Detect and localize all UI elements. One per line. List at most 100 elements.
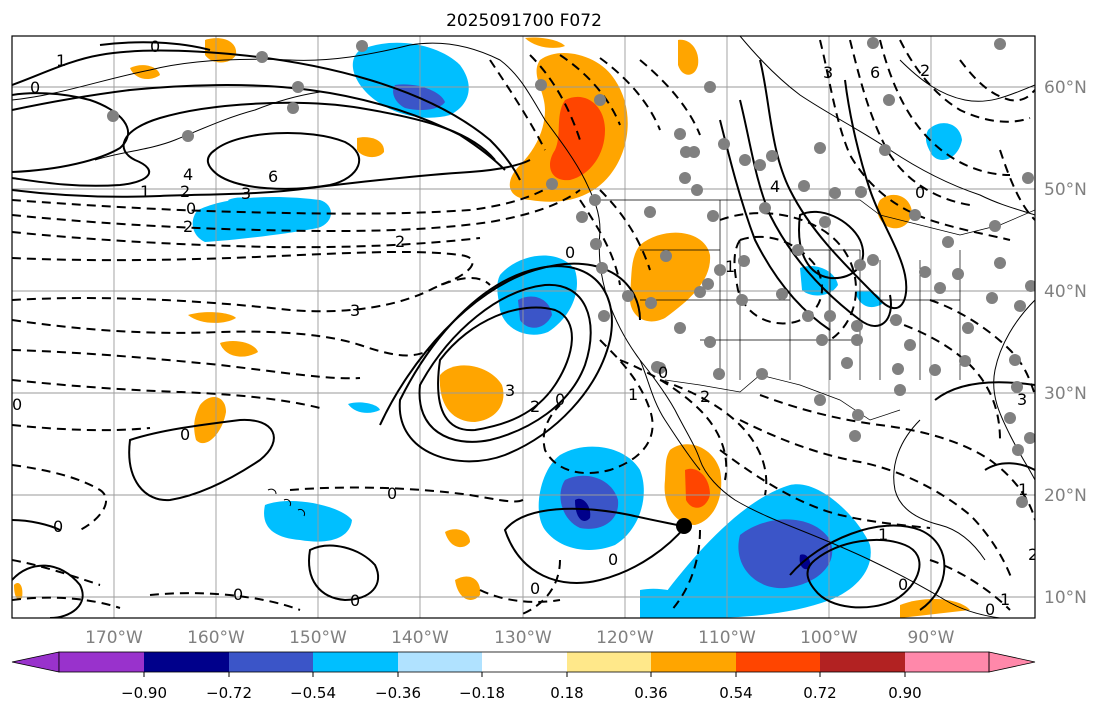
lon-label: 170°W	[85, 628, 143, 648]
contour-low-loop4	[379, 262, 641, 426]
colorbar-extend-low	[11, 651, 60, 673]
anomaly-orange-edge	[14, 582, 23, 600]
lat-label: 60°N	[1044, 78, 1087, 98]
colorbar-tick-label: 0.54	[719, 684, 752, 702]
contour-label: 0	[233, 585, 243, 604]
contour-label: 2	[1028, 545, 1038, 564]
contour-neg-plains	[733, 235, 824, 325]
anomaly-cyan-npac	[228, 197, 256, 209]
contour-neg-3	[12, 231, 481, 249]
contour-label: 1	[56, 51, 66, 70]
contour-east-2	[984, 462, 1035, 471]
contour-hudson-2	[739, 99, 892, 327]
contour-label: 3	[241, 184, 251, 203]
colorbar-tick-label: 0.36	[634, 684, 667, 702]
lon-label: 120°W	[596, 628, 654, 648]
coast-alaska	[12, 42, 601, 231]
contour-neg-east3	[879, 39, 1011, 176]
contour-neg-east1	[819, 39, 1011, 241]
colorbar-swatch	[482, 652, 567, 672]
contour-neg-gulf	[889, 319, 1001, 441]
contour-label: 6	[870, 63, 880, 82]
contour-label: 0	[150, 37, 160, 56]
colorbar-swatch	[736, 652, 820, 672]
contour-label: 2	[920, 61, 930, 80]
contour-label: 1	[140, 182, 150, 201]
contour-neg-ridge1	[489, 54, 701, 151]
lat-label: 20°N	[1044, 486, 1087, 506]
colorbar-extend-high	[988, 651, 1036, 673]
contour-label: 1	[628, 385, 638, 404]
anomaly-blue-ca	[518, 296, 552, 328]
longitude-axis: 170°W 160°W 150°W 140°W 130°W 120°W 110°…	[85, 628, 955, 648]
colorbar-swatch	[651, 652, 736, 672]
colorbar-swatch	[567, 652, 651, 672]
contour-neg-12	[12, 596, 121, 609]
contour-label: 0	[555, 390, 565, 409]
contour-label: 1	[725, 257, 735, 276]
lon-label: 160°W	[187, 628, 245, 648]
contour-label: 0	[53, 517, 63, 536]
contour-neg-gulf2	[929, 299, 1035, 396]
colorbar-tick-label: 0.18	[550, 684, 583, 702]
contour-label: 2	[530, 397, 540, 416]
lat-label: 30°N	[1044, 384, 1087, 404]
anomaly-red-baja	[685, 468, 710, 508]
contour-label: 0	[565, 243, 575, 262]
contour-neg-se3	[719, 449, 931, 529]
contour-low-loop3	[398, 265, 613, 463]
contour-south-0	[12, 564, 84, 618]
contour-label: 2	[183, 217, 193, 236]
coast-mexico-east	[893, 419, 986, 561]
contour-neg-east5	[959, 59, 1035, 102]
coast-hudson	[899, 59, 1035, 102]
contour-label: 2	[395, 232, 405, 251]
contour-label: 4	[183, 165, 193, 184]
contour-low-loop2	[418, 283, 592, 443]
contour-label: 0	[530, 579, 540, 598]
coast-hawaii	[267, 488, 305, 517]
anomaly-orange-south1	[445, 529, 470, 548]
lat-label: 50°N	[1044, 180, 1087, 200]
shaded-anomalies	[14, 37, 970, 618]
contour-0-west	[128, 418, 275, 502]
contour-label: 0	[350, 591, 360, 610]
lon-label: 150°W	[289, 628, 347, 648]
contour-labels: 1 0 0 4 6 1 2 3 0 2 2 3 0 0 0 0 0 3 2 0 …	[12, 37, 1038, 619]
colorbar-frame	[58, 651, 990, 673]
lon-label: 100°W	[800, 628, 858, 648]
figure-title: 2025091700 F072	[446, 11, 602, 31]
contour-left-0	[12, 519, 61, 531]
contour-neg-se4	[929, 559, 1011, 611]
contour-label: 1	[878, 525, 888, 544]
anomaly-orange-smalls3	[194, 396, 226, 444]
colorbar-swatch	[820, 652, 905, 672]
anomaly-cyan-central	[192, 197, 332, 242]
contour-east-1	[934, 381, 1035, 401]
colorbar-tick-label: −0.72	[206, 684, 252, 702]
colorbar-ticks	[143, 672, 906, 677]
contour-label: 0	[898, 575, 908, 594]
contour-neg-10	[12, 464, 107, 531]
contours-dashed	[12, 39, 1035, 616]
anomaly-orange-ak2	[357, 137, 385, 158]
contour-label: 0	[915, 183, 925, 202]
contour-neg-plains2	[719, 212, 857, 341]
colorbar-swatch	[905, 652, 989, 672]
contour-neg-se1	[759, 394, 1035, 521]
contour-0-epac-ring	[789, 524, 946, 611]
lat-label: 10°N	[1044, 588, 1087, 608]
colorbar-swatch	[229, 652, 313, 672]
contour-label: 2	[180, 182, 190, 201]
colorbar: −0.90 −0.72 −0.54 −0.36 −0.18 0.18 0.36 …	[11, 651, 1036, 702]
contour-label: 0	[30, 78, 40, 97]
contour-label: 3	[1017, 390, 1027, 409]
contour-neg-6	[12, 319, 431, 357]
anomaly-orange-gl	[877, 194, 912, 229]
colorbar-tick-label: 0.72	[803, 684, 836, 702]
contour-label: 0	[608, 550, 618, 569]
contour-label: 0	[985, 600, 995, 619]
contour-neg-sw3	[659, 379, 768, 496]
contour-neg-east2	[849, 39, 971, 206]
contour-label: 3	[823, 63, 833, 82]
